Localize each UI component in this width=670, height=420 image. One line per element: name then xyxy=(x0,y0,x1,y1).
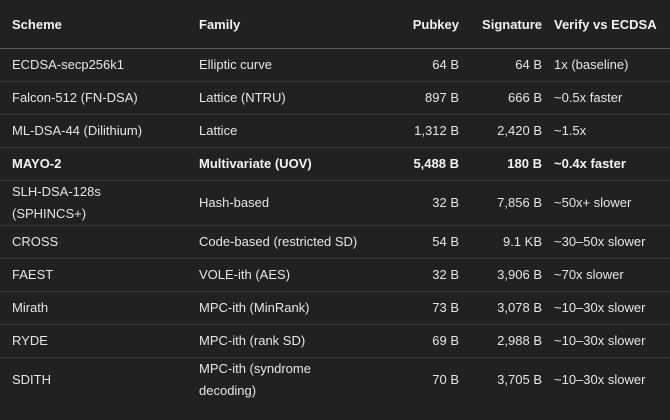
cell-pubkey: 69 B xyxy=(373,324,463,358)
table-row: ML-DSA-44 (Dilithium) Lattice 1,312 B 2,… xyxy=(0,114,670,148)
cell-verify: ~50x+ slower xyxy=(546,180,670,226)
cell-signature: 64 B xyxy=(463,48,546,82)
cell-scheme: ML-DSA-44 (Dilithium) xyxy=(0,114,187,148)
cell-signature: 7,856 B xyxy=(463,180,546,226)
table-row: Mirath MPC-ith (MinRank) 73 B 3,078 B ~1… xyxy=(0,291,670,325)
cell-verify: ~70x slower xyxy=(546,258,670,292)
table-row: Falcon-512 (FN-DSA) Lattice (NTRU) 897 B… xyxy=(0,81,670,115)
cell-pubkey: 70 B xyxy=(432,372,459,387)
cell-scheme: SLH-DSA-128s (SPHINCS+) xyxy=(0,180,187,226)
cell-verify: ~10–30x slower xyxy=(546,324,670,358)
cell-pubkey: 64 B xyxy=(373,48,463,82)
header-scheme: Scheme xyxy=(0,0,187,49)
cell-scheme: Mirath xyxy=(0,291,187,325)
cell-verify: ~10–30x slower xyxy=(546,291,670,325)
cell-signature: 2,420 B xyxy=(463,114,546,148)
table-body: ECDSA-secp256k1 Elliptic curve 64 B 64 B… xyxy=(0,48,670,403)
cell-scheme: RYDE xyxy=(0,324,187,358)
cell-pubkey: 1,312 B xyxy=(373,114,463,148)
cell-verify: ~1.5x xyxy=(546,114,670,148)
table-row: FAEST VOLE-ith (AES) 32 B 3,906 B ~70x s… xyxy=(0,258,670,292)
table-row: ECDSA-secp256k1 Elliptic curve 64 B 64 B… xyxy=(0,48,670,82)
comparison-table: Scheme Family Pubkey Signature Verify vs… xyxy=(0,0,670,403)
cell-family: MPC-ith (rank SD) xyxy=(187,324,373,358)
table-row: RYDE MPC-ith (rank SD) 69 B 2,988 B ~10–… xyxy=(0,324,670,358)
cell-scheme: Falcon-512 (FN-DSA) xyxy=(0,81,187,115)
header-row: Scheme Family Pubkey Signature Verify vs… xyxy=(0,0,670,49)
header-pubkey: Pubkey xyxy=(373,0,463,49)
cell-verify: 1x (baseline) xyxy=(546,48,670,82)
table-row: CROSS Code-based (restricted SD) 54 B 9.… xyxy=(0,225,670,259)
table-header: Scheme Family Pubkey Signature Verify vs… xyxy=(0,0,670,49)
cell-family: Elliptic curve xyxy=(187,48,373,82)
cell-pubkey: 897 B xyxy=(373,81,463,115)
cell-pubkey: 32 B xyxy=(373,258,463,292)
cell-verify: ~10–30x slower xyxy=(554,372,646,387)
cell-family: Lattice (NTRU) xyxy=(187,81,373,115)
cell-verify: ~0.4x faster xyxy=(546,147,670,181)
header-signature: Signature xyxy=(463,0,546,49)
cell-family: MPC-ith (MinRank) xyxy=(187,291,373,325)
table-row: SLH-DSA-128s (SPHINCS+) Hash-based 32 B … xyxy=(0,180,670,226)
cell-signature: 3,705 B xyxy=(497,372,542,387)
cell-scheme: SDITH xyxy=(12,372,51,387)
cell-family: Multivariate (UOV) xyxy=(187,147,373,181)
cell-signature: 3,078 B xyxy=(463,291,546,325)
header-family: Family xyxy=(187,0,373,49)
cell-pubkey: 32 B xyxy=(373,180,463,226)
cell-pubkey: 54 B xyxy=(373,225,463,259)
cell-family: Hash-based xyxy=(187,180,373,226)
cell-scheme: MAYO-2 xyxy=(0,147,187,181)
cell-family: MPC-ith (syndrome decoding) xyxy=(199,361,311,398)
cell-signature: 666 B xyxy=(463,81,546,115)
cell-scheme: CROSS xyxy=(0,225,187,259)
cell-scheme: FAEST xyxy=(0,258,187,292)
cell-pubkey: 5,488 B xyxy=(373,147,463,181)
cell-pubkey: 73 B xyxy=(373,291,463,325)
cell-verify: ~0.5x faster xyxy=(546,81,670,115)
cell-family: Code-based (restricted SD) xyxy=(187,225,373,259)
cell-family: Lattice xyxy=(187,114,373,148)
cell-family: VOLE-ith (AES) xyxy=(187,258,373,292)
table-row-highlighted: MAYO-2 Multivariate (UOV) 5,488 B 180 B … xyxy=(0,147,670,181)
header-verify: Verify vs ECDSA xyxy=(546,0,670,49)
cell-signature: 2,988 B xyxy=(463,324,546,358)
table-row: SDITH MPC-ith (syndrome decoding) 70 B 3… xyxy=(0,358,670,403)
cell-verify: ~30–50x slower xyxy=(546,225,670,259)
cell-scheme: ECDSA-secp256k1 xyxy=(0,48,187,82)
cell-signature: 9.1 KB xyxy=(463,225,546,259)
cell-signature: 180 B xyxy=(463,147,546,181)
cell-signature: 3,906 B xyxy=(463,258,546,292)
